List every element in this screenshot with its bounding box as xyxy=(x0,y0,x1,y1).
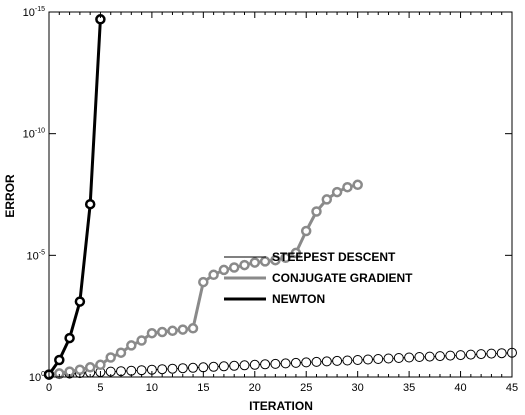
data-point-conjugate-gradient xyxy=(239,259,250,271)
data-point-conjugate-gradient xyxy=(331,186,343,198)
y-tick-label: 10-5 xyxy=(27,249,46,262)
data-point-conjugate-gradient xyxy=(115,347,127,358)
series-newton xyxy=(43,14,106,380)
x-tick-label: 10 xyxy=(146,382,158,394)
data-point-conjugate-gradient xyxy=(270,254,281,266)
data-point-conjugate-gradient xyxy=(300,225,312,237)
data-point-steepest-descent xyxy=(157,364,168,375)
data-point-steepest-descent xyxy=(239,360,250,371)
legend: STEEPEST DESCENT CONJUGATE GRADIENT NEWTON xyxy=(224,250,413,306)
data-point-conjugate-gradient xyxy=(208,269,219,281)
data-point-conjugate-gradient xyxy=(167,325,178,337)
data-point-steepest-descent xyxy=(188,362,198,373)
data-point-conjugate-gradient xyxy=(177,324,189,335)
x-tick-label: 25 xyxy=(300,382,312,394)
data-point-steepest-descent xyxy=(167,363,178,374)
data-point-steepest-descent xyxy=(311,356,322,367)
data-point-steepest-descent xyxy=(290,357,301,368)
x-tick-label: 30 xyxy=(352,382,364,394)
legend-label-newton: NEWTON xyxy=(272,292,325,306)
data-point-steepest-descent xyxy=(342,355,353,366)
data-point-steepest-descent xyxy=(445,350,456,361)
data-point-conjugate-gradient xyxy=(136,335,147,346)
data-point-conjugate-gradient xyxy=(218,264,230,276)
data-point-newton xyxy=(74,296,86,307)
x-axis-title: ITERATION xyxy=(249,399,313,413)
data-point-steepest-descent xyxy=(496,348,507,359)
data-point-conjugate-gradient xyxy=(311,206,322,217)
series-line-steepest-descent xyxy=(48,352,513,376)
data-point-newton xyxy=(64,332,75,344)
x-tick-label: 0 xyxy=(46,382,52,394)
data-point-newton xyxy=(54,354,65,366)
data-point-steepest-descent xyxy=(455,350,466,361)
data-point-steepest-descent xyxy=(373,354,384,364)
data-point-conjugate-gradient xyxy=(352,179,363,191)
data-point-conjugate-gradient xyxy=(228,262,240,273)
data-point-newton xyxy=(84,198,96,210)
data-point-conjugate-gradient xyxy=(146,327,158,339)
data-point-steepest-descent xyxy=(486,348,497,359)
x-tick-label: 45 xyxy=(506,382,518,394)
y-tick-label: 100 xyxy=(29,371,45,384)
data-point-steepest-descent xyxy=(393,353,404,363)
data-point-steepest-descent xyxy=(126,365,137,376)
data-point-steepest-descent xyxy=(321,356,332,367)
data-point-steepest-descent xyxy=(465,349,476,360)
data-point-conjugate-gradient xyxy=(156,326,168,338)
data-point-conjugate-gradient xyxy=(187,323,199,334)
series-line-newton xyxy=(47,19,102,376)
data-point-steepest-descent xyxy=(301,357,312,368)
data-point-steepest-descent xyxy=(249,359,260,370)
data-point-steepest-descent xyxy=(476,349,487,360)
data-point-steepest-descent xyxy=(352,355,363,365)
data-point-conjugate-gradient xyxy=(342,181,353,193)
plot-frame xyxy=(48,11,513,378)
legend-label-steepest-descent: STEEPEST DESCENT xyxy=(272,250,396,264)
x-tick-label: 40 xyxy=(454,382,466,394)
series-steepest-descent xyxy=(44,347,517,380)
data-point-steepest-descent xyxy=(229,360,240,371)
data-point-steepest-descent xyxy=(136,365,147,376)
y-tick-label: 10-10 xyxy=(23,128,45,141)
x-tick-label: 35 xyxy=(403,382,415,394)
data-point-conjugate-gradient xyxy=(74,364,86,375)
y-tick-label: 10-15 xyxy=(23,6,45,19)
data-point-conjugate-gradient xyxy=(198,276,209,288)
data-point-steepest-descent xyxy=(383,353,394,364)
data-point-steepest-descent xyxy=(218,361,229,372)
data-point-steepest-descent xyxy=(208,361,219,372)
data-point-conjugate-gradient xyxy=(105,352,116,363)
data-point-conjugate-gradient xyxy=(290,247,302,259)
legend-label-conjugate-gradient: CONJUGATE GRADIENT xyxy=(272,271,413,285)
data-point-conjugate-gradient xyxy=(249,257,261,268)
data-point-steepest-descent xyxy=(404,352,415,363)
data-point-steepest-descent xyxy=(280,358,291,369)
y-axis-title: ERROR xyxy=(3,174,17,218)
x-tick-label: 15 xyxy=(197,382,209,394)
data-point-steepest-descent xyxy=(198,362,209,373)
data-point-conjugate-gradient xyxy=(84,362,96,373)
data-point-conjugate-gradient xyxy=(126,340,137,351)
data-point-conjugate-gradient xyxy=(280,252,291,264)
data-point-conjugate-gradient xyxy=(95,359,106,371)
data-point-steepest-descent xyxy=(414,352,425,362)
data-point-steepest-descent xyxy=(332,355,343,366)
x-tick-label: 20 xyxy=(249,382,261,394)
data-point-steepest-descent xyxy=(424,351,435,362)
data-point-conjugate-gradient xyxy=(259,256,271,267)
data-point-steepest-descent xyxy=(260,359,271,370)
data-point-steepest-descent xyxy=(363,354,373,365)
data-point-steepest-descent xyxy=(270,358,281,369)
data-point-steepest-descent xyxy=(177,363,188,374)
data-point-steepest-descent xyxy=(435,351,445,362)
data-point-conjugate-gradient xyxy=(321,194,333,205)
x-tick-label: 5 xyxy=(97,382,103,394)
